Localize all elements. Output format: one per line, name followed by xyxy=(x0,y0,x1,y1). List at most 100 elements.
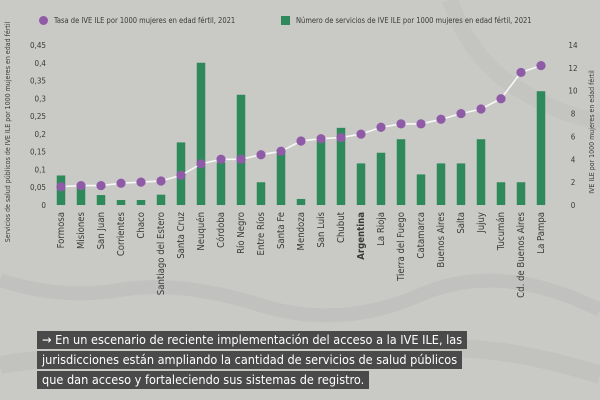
x-tick-label: Río Negro xyxy=(236,212,247,254)
bar xyxy=(196,62,206,206)
rate-point xyxy=(76,180,86,191)
rate-point xyxy=(196,159,206,169)
x-tick-label: Argentina xyxy=(356,212,367,260)
x-tick-label: San Luis xyxy=(316,211,327,247)
y-tick-right: 10 xyxy=(568,87,578,96)
x-tick-label: Corrientes xyxy=(116,211,127,256)
bar xyxy=(496,182,506,205)
bar xyxy=(256,182,266,205)
rate-point xyxy=(96,180,106,191)
y-tick-left: 0,25 xyxy=(30,112,46,121)
x-tick-label: Mendoza xyxy=(296,212,307,250)
x-tick-label: Jujuy xyxy=(476,212,487,234)
x-tick-label: Córdoba xyxy=(216,212,227,248)
bar xyxy=(76,186,86,205)
x-tick-label: Neuquén xyxy=(196,212,207,251)
rate-point xyxy=(316,134,326,144)
y-tick-left: 0,45 xyxy=(30,41,46,50)
y-tick-left: 0,15 xyxy=(30,148,46,157)
y-tick-right: 12 xyxy=(568,64,577,73)
legend-label-rate: Tasa de IVE ILE por 1000 mujeres en edad… xyxy=(54,15,236,25)
bar xyxy=(536,91,546,205)
x-tick-label: Entre Ríos xyxy=(256,211,267,255)
rate-point xyxy=(476,104,486,114)
bar xyxy=(436,163,446,205)
x-tick-label: Santa Fe xyxy=(276,212,287,249)
y-tick-right: 14 xyxy=(568,41,578,50)
x-tick-label: Tierra del Fuego xyxy=(396,212,407,282)
chart-plot: 0 0,05 0,1 0,15 0,2 0,25 0,3 0,35 0,4 0,45 0 2 4 6 8 10… xyxy=(30,41,578,298)
y-tick-left: 0,3 xyxy=(35,94,46,103)
x-tick-label: Santa Cruz xyxy=(176,211,187,258)
y-tick-right: 6 xyxy=(571,132,576,141)
rate-point xyxy=(296,136,306,146)
y-tick-right: 4 xyxy=(571,155,576,164)
y-tick-left: 0,1 xyxy=(35,165,46,174)
bar xyxy=(156,194,166,205)
y-tick-left: 0,05 xyxy=(30,183,46,192)
bar xyxy=(516,182,526,205)
x-tick-label: La Pampa xyxy=(536,212,547,254)
rate-point xyxy=(496,94,506,104)
x-tick-label: Santiago del Estero xyxy=(156,212,167,295)
rate-point xyxy=(136,177,146,187)
bar xyxy=(316,141,326,205)
legend-dot-swatch xyxy=(39,15,48,25)
bar xyxy=(116,200,126,205)
x-tick-label: La Rioja xyxy=(376,212,387,246)
bar xyxy=(136,200,146,205)
note-line: → En un escenario de reciente implementa… xyxy=(37,331,468,349)
rate-point xyxy=(436,114,446,124)
x-tick-label: Tucumán xyxy=(496,212,507,251)
y-tick-right: 2 xyxy=(571,178,576,187)
x-tick-label: Formosa xyxy=(56,212,67,248)
legend-label-services: Número de servicios de IVE ILE por 1000 … xyxy=(296,15,532,25)
bar xyxy=(396,139,406,205)
y-tick-left: 0 xyxy=(41,201,46,210)
bar xyxy=(416,174,426,205)
rate-point xyxy=(116,178,126,188)
bar xyxy=(456,163,466,205)
y-tick-left: 0,35 xyxy=(30,77,46,86)
rate-point xyxy=(456,108,466,119)
rate-point xyxy=(356,129,366,139)
legend-item-services: Número de servicios de IVE ILE por 1000 … xyxy=(281,14,532,26)
rate-trend-line xyxy=(60,64,542,188)
rate-point xyxy=(56,182,66,192)
x-tick-label: Cd. de Buenos Aires xyxy=(516,211,527,297)
note-line: jurisdicciones están ampliando la cantid… xyxy=(37,351,463,369)
rate-point xyxy=(416,119,426,129)
rate-point xyxy=(216,154,226,164)
note-box: → En un escenario de reciente implementa… xyxy=(37,330,537,390)
y-tick-left: 0,2 xyxy=(35,130,46,139)
rate-point xyxy=(396,119,406,129)
bar xyxy=(96,195,106,205)
rate-point xyxy=(516,67,526,78)
bar xyxy=(356,163,366,205)
bar xyxy=(276,151,286,205)
bar xyxy=(216,162,226,205)
x-tick-label: Catamarca xyxy=(416,212,427,259)
rate-point xyxy=(536,60,546,71)
note-line: que dan acceso y fortaleciendo sus siste… xyxy=(37,371,370,389)
rate-point xyxy=(256,150,266,160)
bar xyxy=(336,127,346,205)
x-tick-label: San Juan xyxy=(96,212,107,249)
x-tick-label: Misiones xyxy=(76,211,87,248)
y-tick-left: 0,4 xyxy=(35,59,47,68)
rate-point xyxy=(236,154,246,164)
bar xyxy=(296,198,306,205)
y-tick-right: 0 xyxy=(571,201,576,210)
bar xyxy=(236,94,246,205)
x-tick-label: Salta xyxy=(456,212,467,234)
bar xyxy=(476,139,486,205)
x-tick-label: Chaco xyxy=(136,212,147,239)
rate-point xyxy=(156,176,166,186)
bar xyxy=(376,152,386,205)
x-tick-label: Chubut xyxy=(336,211,347,243)
rate-point xyxy=(176,170,186,180)
legend-bar-swatch xyxy=(281,15,290,25)
rate-point xyxy=(336,132,346,143)
x-tick-label: Buenos Aires xyxy=(436,211,447,267)
legend-item-rate: Tasa de IVE ILE por 1000 mujeres en edad… xyxy=(39,14,235,26)
